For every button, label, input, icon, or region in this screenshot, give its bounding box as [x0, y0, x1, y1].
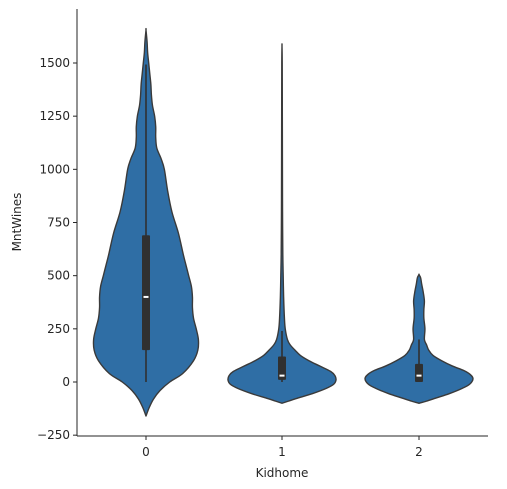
- violin-median-1: [280, 375, 285, 377]
- y-tick-label: 1250: [39, 109, 70, 123]
- y-tick-label: 1500: [39, 56, 70, 70]
- x-tick-label: 0: [142, 445, 150, 459]
- violin-median-0: [144, 296, 149, 298]
- y-tick-label: 750: [47, 216, 70, 230]
- x-axis-title: Kidhome: [256, 466, 309, 480]
- y-axis-title: MntWines: [10, 193, 24, 252]
- x-tick-label: 2: [415, 445, 423, 459]
- x-ticks: 0 1 2: [142, 436, 423, 459]
- x-tick-label: 1: [278, 445, 286, 459]
- y-tick-label: 500: [47, 269, 70, 283]
- violin-median-2: [417, 375, 422, 377]
- violin-iqr-box-0: [142, 235, 150, 350]
- violin-body-2: [365, 274, 473, 403]
- y-tick-label: 0: [62, 375, 70, 389]
- violin-iqr-box-2: [415, 364, 423, 382]
- y-tick-label: −250: [37, 428, 70, 442]
- y-tick-label: 1000: [39, 162, 70, 176]
- y-tick-label: 250: [47, 322, 70, 336]
- y-ticks: −250 0 250 500 750 1000 1250 1500: [37, 56, 77, 442]
